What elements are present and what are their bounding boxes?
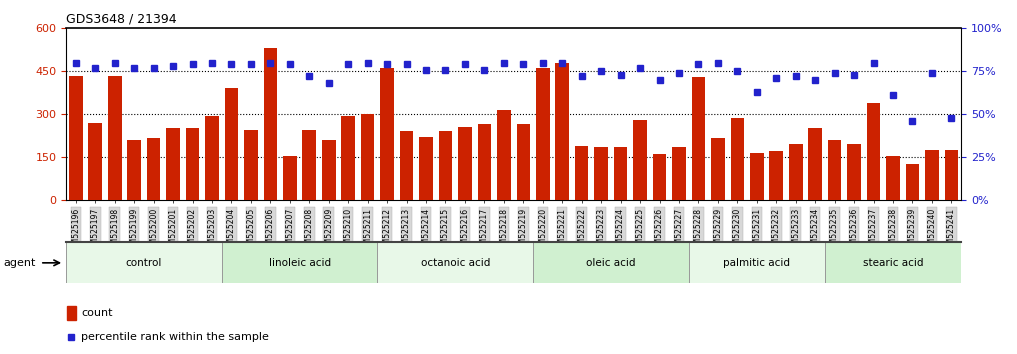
Bar [945,150,958,200]
Bar [419,137,433,200]
Bar [594,147,608,200]
Bar [517,124,530,200]
Bar [342,116,355,200]
Bar [925,150,939,200]
Bar [770,152,783,200]
Bar [186,129,199,200]
Text: oleic acid: oleic acid [586,258,636,268]
Bar [533,242,689,283]
Bar [69,75,82,200]
Text: percentile rank within the sample: percentile rank within the sample [81,332,270,342]
Bar [66,242,222,283]
Bar [692,77,705,200]
Bar [205,116,219,200]
Bar [263,48,278,200]
Bar [67,306,76,320]
Bar [302,130,316,200]
Bar [244,130,257,200]
Text: linoleic acid: linoleic acid [268,258,331,268]
Bar [672,147,685,200]
Text: GDS3648 / 21394: GDS3648 / 21394 [66,12,177,25]
Bar [730,119,744,200]
Bar [400,131,413,200]
Bar [377,242,533,283]
Bar [380,68,394,200]
Bar [847,144,860,200]
Bar [322,140,336,200]
Text: control: control [126,258,162,268]
Bar [789,144,802,200]
Text: count: count [81,308,113,318]
Bar [438,131,453,200]
Text: octanoic acid: octanoic acid [421,258,490,268]
Bar [108,75,122,200]
Bar [614,147,627,200]
Bar [146,138,161,200]
Bar [828,140,841,200]
Bar [127,140,141,200]
Bar [458,127,472,200]
Bar [283,156,297,200]
Bar [653,154,666,200]
Bar [478,124,491,200]
Bar [167,129,180,200]
Bar [711,138,725,200]
Bar [88,123,102,200]
Bar [905,164,919,200]
Bar [866,103,881,200]
Bar [222,242,377,283]
Bar [825,242,961,283]
Bar [750,153,764,200]
Bar [634,120,647,200]
Bar [497,110,511,200]
Bar [809,129,822,200]
Bar [555,63,570,200]
Bar [536,68,549,200]
Bar [361,114,374,200]
Bar [575,145,589,200]
Text: stearic acid: stearic acid [862,258,923,268]
Bar [689,242,825,283]
Bar [225,88,238,200]
Text: agent: agent [3,258,36,268]
Bar [886,156,900,200]
Text: palmitic acid: palmitic acid [723,258,790,268]
